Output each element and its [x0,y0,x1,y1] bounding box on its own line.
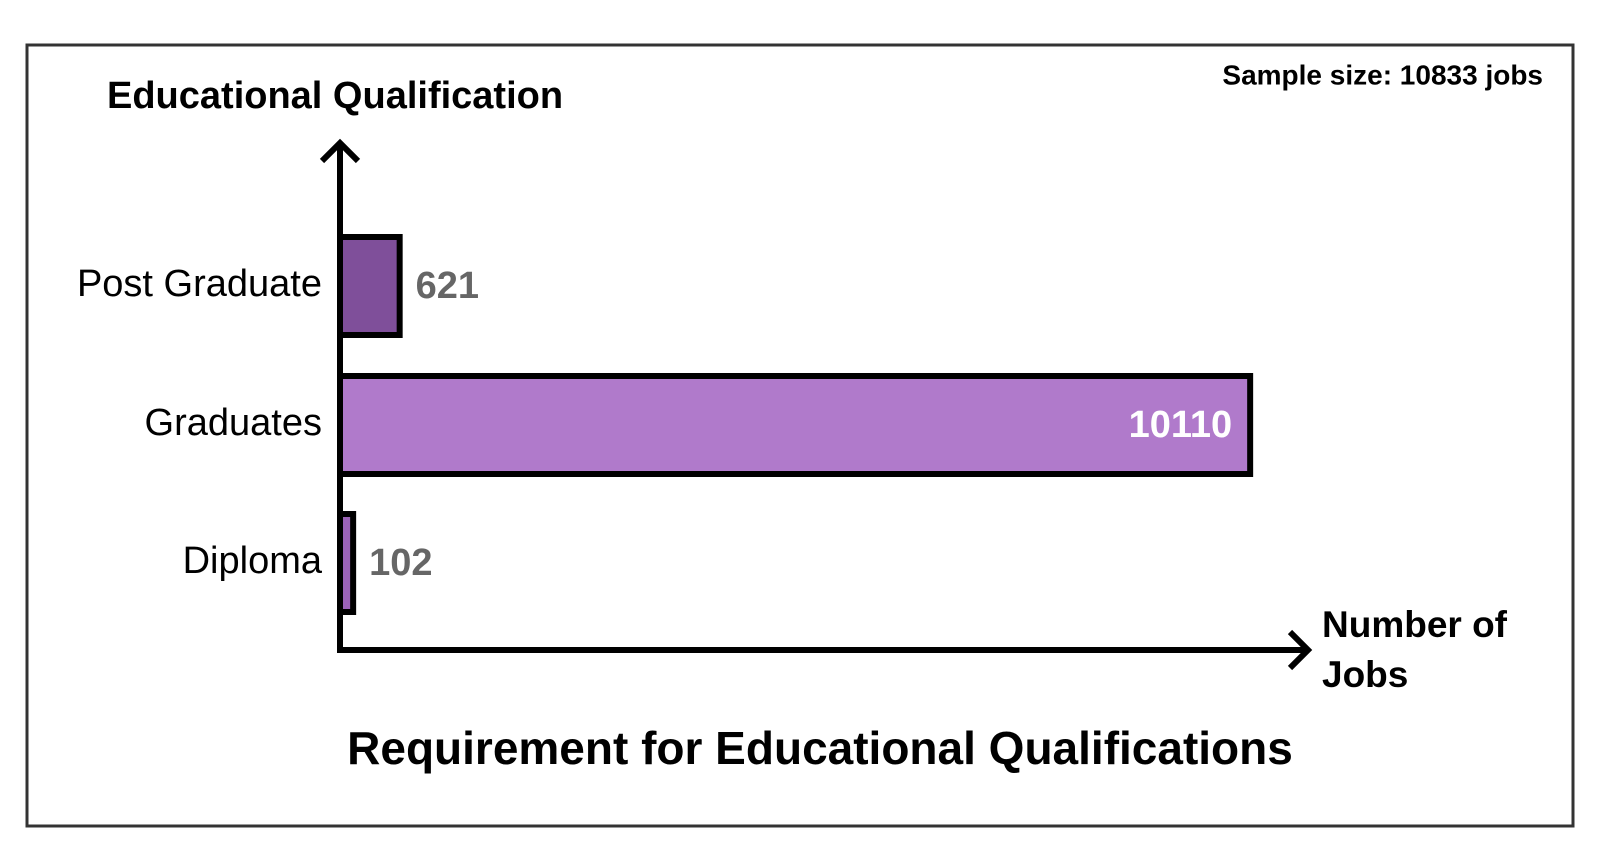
value-label: 621 [416,265,479,307]
bar [337,234,403,338]
chart-title: Requirement for Educational Qualificatio… [347,722,1293,774]
y-axis-arrow [319,138,361,164]
value-label: 10110 [1129,404,1233,446]
plot: Post Graduate 621 Graduates 10110 Diploma 102 [77,234,1254,615]
y-axis-label: Educational Qualification [107,75,563,117]
x-axis-label: Number of Jobs [1322,604,1507,695]
category-label: Diploma [183,540,323,582]
category-label: Post Graduate [77,263,322,305]
x-axis-label-box: Number of Jobs [1322,604,1507,695]
category-label: Graduates [145,402,322,444]
value-label: 102 [369,542,432,584]
x-axis-arrow [1287,629,1313,671]
annotation: Sample size: 10833 jobs [1222,59,1543,90]
bar [337,373,1254,477]
